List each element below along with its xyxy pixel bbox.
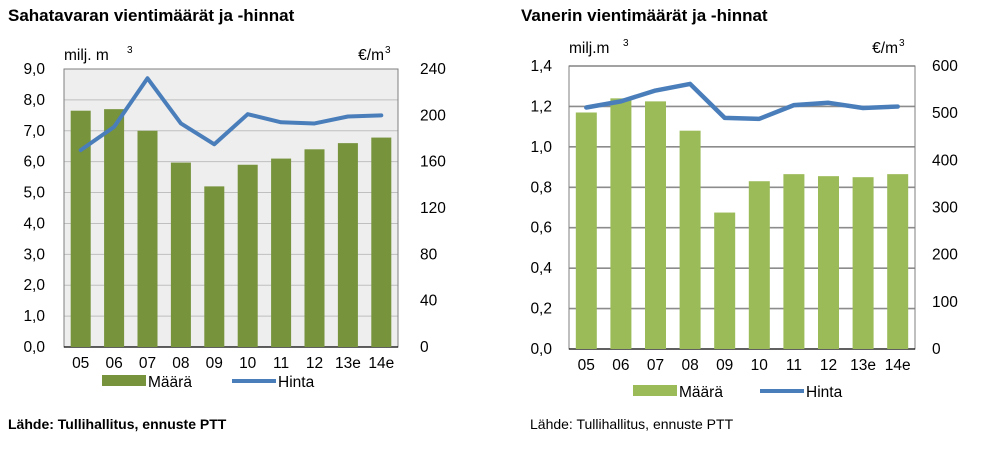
y-tick-label-left: 6,0 (23, 154, 45, 171)
bar (783, 174, 805, 349)
price-line (584, 81, 900, 122)
x-tick-label: 14e (368, 355, 394, 372)
y-tick-label-left: 3,0 (23, 246, 45, 263)
y-tick-label-left: 8,0 (23, 92, 45, 109)
bar (748, 181, 770, 349)
y-tick-label-right: 40 (420, 293, 438, 310)
plywood-chart: 0,0 0,2 0,4 0,6 0,8 1,0 1,2 1,4 0 100 200 300 400 500… (530, 38, 958, 401)
y-tick-label-right: 400 (932, 152, 958, 169)
y-tick-label-left: 0,0 (23, 339, 45, 356)
y-axis-label-right: €/m (358, 47, 384, 64)
bar (204, 186, 225, 347)
x-tick-label: 12 (820, 357, 837, 374)
y-axis-label-right-sup: 3 (899, 38, 905, 49)
x-tick-label: 14e (885, 357, 911, 374)
bar (679, 130, 701, 349)
y-tick-label-right: 0 (932, 341, 941, 358)
y-axis-label-left-sup: 3 (127, 45, 133, 56)
x-tick-label: 05 (578, 357, 595, 374)
legend-label-bar: Määrä (679, 384, 723, 401)
bar (852, 177, 874, 349)
x-tick-label: 13e (850, 357, 876, 374)
sawnwood-chart-panel: Sahatavaran vientimäärät ja -hinnat 0,0 1… (0, 0, 470, 458)
y-tick-label-left: 2,0 (23, 277, 45, 294)
chart-title: Vanerin vientimäärät ja -hinnat (521, 6, 768, 25)
sawnwood-chart: 0,0 1,0 2,0 3,0 4,0 5,0 6,0 7,0 8,0 9,0 0 40 80 120 16… (23, 45, 446, 391)
y-tick-label-left: 0,4 (530, 260, 552, 277)
bar (887, 174, 909, 349)
bar (371, 137, 392, 347)
bar (645, 101, 666, 349)
bar (610, 98, 632, 349)
bar (337, 143, 358, 347)
y-tick-label-left: 7,0 (23, 123, 45, 140)
y-tick-label-right: 0 (420, 339, 429, 356)
bar (70, 110, 91, 347)
y-tick-label-right: 100 (932, 294, 958, 311)
y-tick-label-right: 200 (420, 107, 446, 124)
y-tick-label-left: 0,2 (530, 301, 552, 318)
plywood-chart-panel: Vanerin vientimäärät ja -hinnat 0,0 0,2 0,… (515, 0, 996, 458)
y-tick-label-right: 80 (420, 246, 438, 263)
y-tick-label-right: 300 (932, 200, 958, 217)
x-tick-label: 07 (139, 355, 156, 372)
x-tick-label: 08 (681, 357, 698, 374)
legend-swatch-bar (102, 375, 146, 386)
legend-swatch-bar (633, 385, 677, 396)
x-tick-label: 12 (306, 355, 323, 372)
x-tick-label: 09 (206, 355, 223, 372)
y-tick-label-right: 500 (932, 105, 958, 122)
y-tick-label-left: 1,0 (23, 308, 45, 325)
y-tick-label-left: 0,8 (530, 179, 552, 196)
y-axis-label-left: milj.m (569, 40, 609, 57)
y-tick-label-right: 200 (932, 247, 958, 264)
bar (137, 130, 158, 347)
y-axis-label-left: milj. m (64, 47, 109, 64)
legend-label-line: Hinta (806, 384, 843, 401)
x-tick-label: 09 (716, 357, 733, 374)
y-tick-label-right: 120 (420, 200, 446, 217)
x-tick-label: 10 (239, 355, 257, 372)
x-tick-label: 08 (172, 355, 189, 372)
y-tick-label-right: 240 (420, 61, 446, 78)
y-tick-label-left: 9,0 (23, 61, 45, 78)
x-tick-label: 07 (647, 357, 664, 374)
y-tick-label-left: 1,0 (530, 139, 552, 156)
y-tick-label-left: 5,0 (23, 185, 45, 202)
x-tick-label: 10 (751, 357, 769, 374)
bar (714, 212, 736, 349)
bar (104, 109, 125, 348)
price-line (78, 76, 384, 153)
legend-label-bar: Määrä (148, 374, 192, 391)
x-tick-label: 05 (72, 355, 89, 372)
legend-label-line: Hinta (278, 374, 315, 391)
bar (271, 158, 292, 347)
y-axis-label-right-sup: 3 (385, 45, 391, 56)
bar (304, 149, 325, 347)
source-note: Lähde: Tullihallitus, ennuste PTT (530, 416, 734, 432)
y-tick-label-left: 0,0 (530, 341, 552, 358)
y-tick-label-left: 1,4 (530, 58, 552, 75)
y-axis-label-right: €/m (872, 40, 898, 57)
source-note: Lähde: Tullihallitus, ennuste PTT (8, 416, 227, 432)
y-tick-label-right: 160 (420, 154, 446, 171)
bar (170, 162, 191, 347)
x-tick-label: 06 (105, 355, 122, 372)
y-tick-label-right: 600 (932, 58, 958, 75)
bar (818, 176, 839, 349)
bar (575, 112, 597, 349)
y-tick-label-left: 4,0 (23, 215, 45, 232)
x-tick-label: 11 (786, 357, 802, 374)
chart-title: Sahatavaran vientimäärät ja -hinnat (8, 6, 295, 25)
x-tick-label: 06 (612, 357, 629, 374)
y-tick-label-left: 1,2 (530, 98, 552, 115)
y-tick-label-left: 0,6 (530, 220, 552, 237)
bar (237, 164, 258, 347)
x-tick-label: 13e (335, 355, 361, 372)
x-tick-label: 11 (273, 355, 289, 372)
y-axis-label-left-sup: 3 (623, 38, 629, 49)
